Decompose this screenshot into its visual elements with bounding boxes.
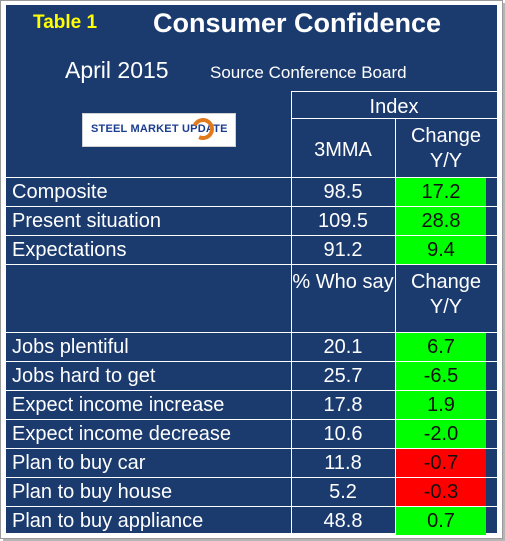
row-value: 109.5 [317,210,369,232]
logo-arc-icon [188,114,218,144]
row-value: 91.2 [323,239,363,261]
grid-line [6,264,497,265]
row-value: 10.6 [323,423,363,445]
change-cell: 1.9 [396,391,486,419]
3mma-header: 3MMA [314,139,372,161]
row-label: Plan to buy car [12,452,146,474]
grid-line [6,361,497,362]
grid-line [6,535,497,536]
change-cell: 6.7 [396,333,486,361]
grid-line [6,390,497,391]
grid-line [6,419,497,420]
change-header: Change Y/Y [410,125,482,172]
row-label: Plan to buy house [12,481,173,503]
row-label: Expect income decrease [12,423,232,445]
grid-line [6,332,497,333]
report-date: April 2015 [65,57,169,83]
row-value: 11.8 [324,452,362,474]
change-cell: -0.3 [396,478,486,506]
logo-text: STEEL MARKET UPDATE [91,123,228,135]
row-value: 25.7 [323,365,363,387]
steel-market-update-logo: STEEL MARKET UPDATE [82,113,236,147]
change-cell: 9.4 [396,236,486,264]
grid-line [6,506,497,507]
row-value: 20.1 [323,336,363,358]
source-note: Source Conference Board [210,63,407,82]
row-value: 98.5 [323,181,363,203]
change-cell: 28.8 [396,207,486,235]
row-value: 17.8 [323,394,363,416]
grid-line [291,91,292,533]
grid-line [395,118,396,533]
change-cell: 17.2 [396,178,486,206]
row-label: Plan to buy appliance [12,510,204,532]
pct-who-say-header: % Who say [292,271,394,293]
grid-line [6,235,497,236]
page-title: Consumer Confidence [153,8,442,38]
grid-line [6,477,497,478]
row-label: Composite [12,181,108,203]
grid-line [291,91,497,92]
change-cell: -6.5 [396,362,486,390]
change-cell: -2.0 [396,420,486,448]
row-label: Jobs hard to get [12,365,156,387]
row-label: Present situation [12,210,161,232]
grid-line [291,118,497,119]
grid-line [6,448,497,449]
change-header-2: Change Y/Y [410,271,482,318]
row-label: Jobs plentiful [12,336,129,358]
row-value: 5.2 [329,481,357,503]
change-cell: 0.7 [396,507,486,535]
grid-line [6,206,497,207]
row-label: Expect income increase [12,394,225,416]
grid-line [6,177,497,178]
change-cell: -0.7 [396,449,486,477]
index-group-header: Index [369,96,419,118]
row-label: Expectations [12,239,127,261]
row-value: 48.8 [323,510,363,532]
table-label: Table 1 [33,12,98,33]
